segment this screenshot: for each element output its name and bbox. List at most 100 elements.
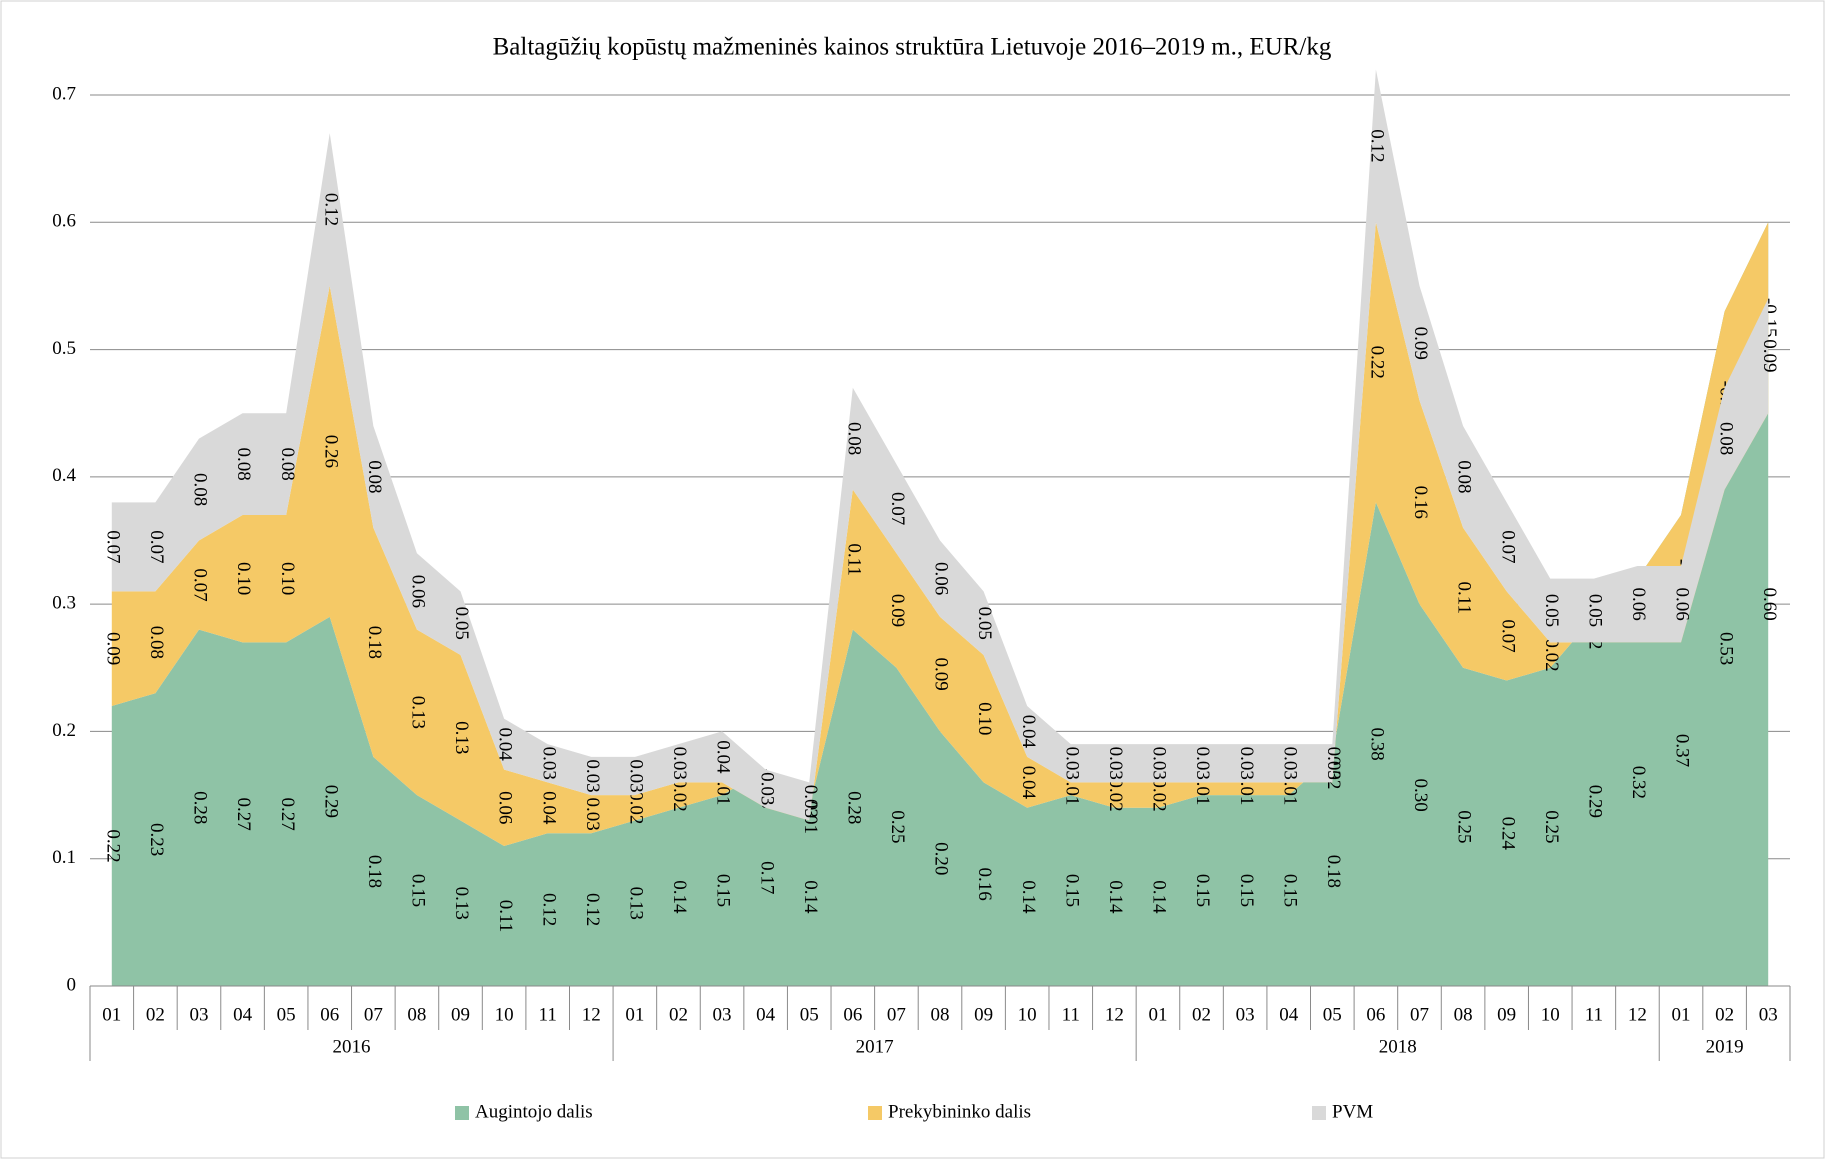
legend-label: PVM	[1332, 1101, 1373, 1122]
data-label: 0.15	[713, 874, 734, 907]
x-tick-label: 01	[625, 1004, 644, 1025]
data-label: 0.11	[495, 900, 516, 933]
y-tick-label: 0.2	[52, 720, 76, 741]
x-tick-label: 11	[539, 1004, 557, 1025]
x-tick-label: 05	[1323, 1004, 1342, 1025]
data-label: 0.30	[1410, 778, 1431, 811]
data-label: 0.14	[669, 880, 690, 914]
data-label: 0.10	[277, 562, 298, 595]
x-tick-label: 06	[1366, 1004, 1385, 1025]
data-label: 0.18	[364, 626, 385, 659]
data-label: 0.02	[669, 778, 690, 811]
data-label: 0.15	[408, 874, 429, 907]
data-label: 0.06	[1628, 588, 1649, 621]
data-label: 0.07	[102, 530, 123, 563]
x-tick-label: 10	[1541, 1004, 1560, 1025]
data-label: 0.09	[931, 658, 952, 691]
area	[111, 222, 1769, 987]
data-label: 0.04	[495, 728, 516, 762]
data-label: 0.03	[669, 747, 690, 780]
y-tick-label: 0.4	[52, 465, 76, 486]
x-tick-label: 09	[1497, 1004, 1516, 1025]
data-label: 0.04	[1018, 766, 1039, 800]
x-tick-label: 11	[1062, 1004, 1080, 1025]
x-tick-label: 06	[843, 1004, 862, 1025]
data-label: 0.06	[408, 575, 429, 608]
data-label: 0.20	[931, 842, 952, 875]
x-tick-label: 09	[451, 1004, 470, 1025]
data-label: 0.03	[1105, 747, 1126, 780]
x-tick-label: 01	[102, 1004, 121, 1025]
data-label: 0.08	[146, 626, 167, 659]
data-label: 0.06	[931, 562, 952, 595]
data-label: 0.28	[843, 791, 864, 824]
data-label: 0.18	[364, 855, 385, 888]
data-label: 0.08	[843, 422, 864, 455]
data-label: 0.03	[1323, 747, 1344, 780]
data-label: 0.12	[538, 893, 559, 926]
data-label: 0.15	[1061, 874, 1082, 907]
data-label: 0.08	[1454, 460, 1475, 493]
data-label: 0.27	[277, 798, 298, 831]
data-label: 0.22	[1367, 346, 1388, 379]
data-label: 0.29	[1584, 785, 1605, 818]
data-label: 0.09	[887, 594, 908, 627]
data-label: 0.13	[451, 721, 472, 754]
x-tick-label: 06	[320, 1004, 339, 1025]
x-group-label: 2016	[333, 1036, 371, 1057]
data-label: 0.12	[320, 193, 341, 226]
x-tick-label: 10	[1018, 1004, 1037, 1025]
data-label: 0.02	[626, 791, 647, 824]
x-tick-label: 05	[800, 1004, 819, 1025]
x-tick-label: 02	[146, 1004, 165, 1025]
chart-title: Baltagūžių kopūstų mažmeninės kainos str…	[493, 34, 1332, 61]
area	[111, 222, 1769, 846]
data-label: 0.07	[1497, 619, 1518, 652]
legend-label: Prekybininko dalis	[888, 1101, 1031, 1122]
data-label: 0.03	[582, 759, 603, 792]
data-label: 0.03	[1279, 747, 1300, 780]
data-label: 0.03	[800, 785, 821, 818]
data-label: 0.18	[1323, 855, 1344, 888]
data-label: 0.03	[1236, 747, 1257, 780]
x-group-label: 2019	[1706, 1036, 1744, 1057]
data-label: 0.07	[1497, 530, 1518, 563]
data-label: 0.14	[1149, 880, 1170, 914]
x-tick-label: 05	[277, 1004, 296, 1025]
data-label: 0.05	[1541, 594, 1562, 627]
data-label: 0.25	[887, 810, 908, 843]
legend-swatch	[868, 1106, 882, 1120]
data-label: 0.10	[233, 562, 254, 595]
x-tick-label: 02	[669, 1004, 688, 1025]
data-label: 0.05	[974, 607, 995, 640]
data-label: 0.27	[233, 798, 254, 831]
data-label: 0.08	[277, 448, 298, 481]
data-label: 0.06	[495, 791, 516, 824]
data-label: 0.07	[146, 530, 167, 563]
data-label: 0.14	[1018, 880, 1039, 914]
y-tick-label: 0	[67, 974, 77, 995]
x-tick-label: 03	[713, 1004, 732, 1025]
data-label: 0.17	[756, 861, 777, 894]
legend-label: Augintojo dalis	[475, 1101, 593, 1122]
data-label: 0.04	[713, 740, 734, 774]
x-tick-label: 08	[931, 1004, 950, 1025]
data-label: 0.37	[1672, 734, 1693, 767]
data-label: 0.08	[364, 460, 385, 493]
data-label: 0.03	[756, 772, 777, 805]
data-label: 0.13	[451, 887, 472, 920]
data-label: 0.15	[1279, 874, 1300, 907]
x-tick-label: 12	[1105, 1004, 1124, 1025]
data-label: 0.16	[974, 868, 995, 901]
x-tick-label: 02	[1715, 1004, 1734, 1025]
data-label: 0.28	[190, 791, 211, 824]
data-label: 0.12	[1367, 129, 1388, 162]
x-tick-label: 03	[1759, 1004, 1778, 1025]
y-tick-label: 0.6	[52, 211, 76, 232]
data-label: 0.32	[1628, 766, 1649, 799]
legend-swatch	[1312, 1106, 1326, 1120]
data-label: 0.38	[1367, 728, 1388, 761]
data-label: 0.24	[1497, 817, 1518, 851]
data-label: 0.02	[1149, 778, 1170, 811]
data-label: 0.13	[408, 696, 429, 729]
